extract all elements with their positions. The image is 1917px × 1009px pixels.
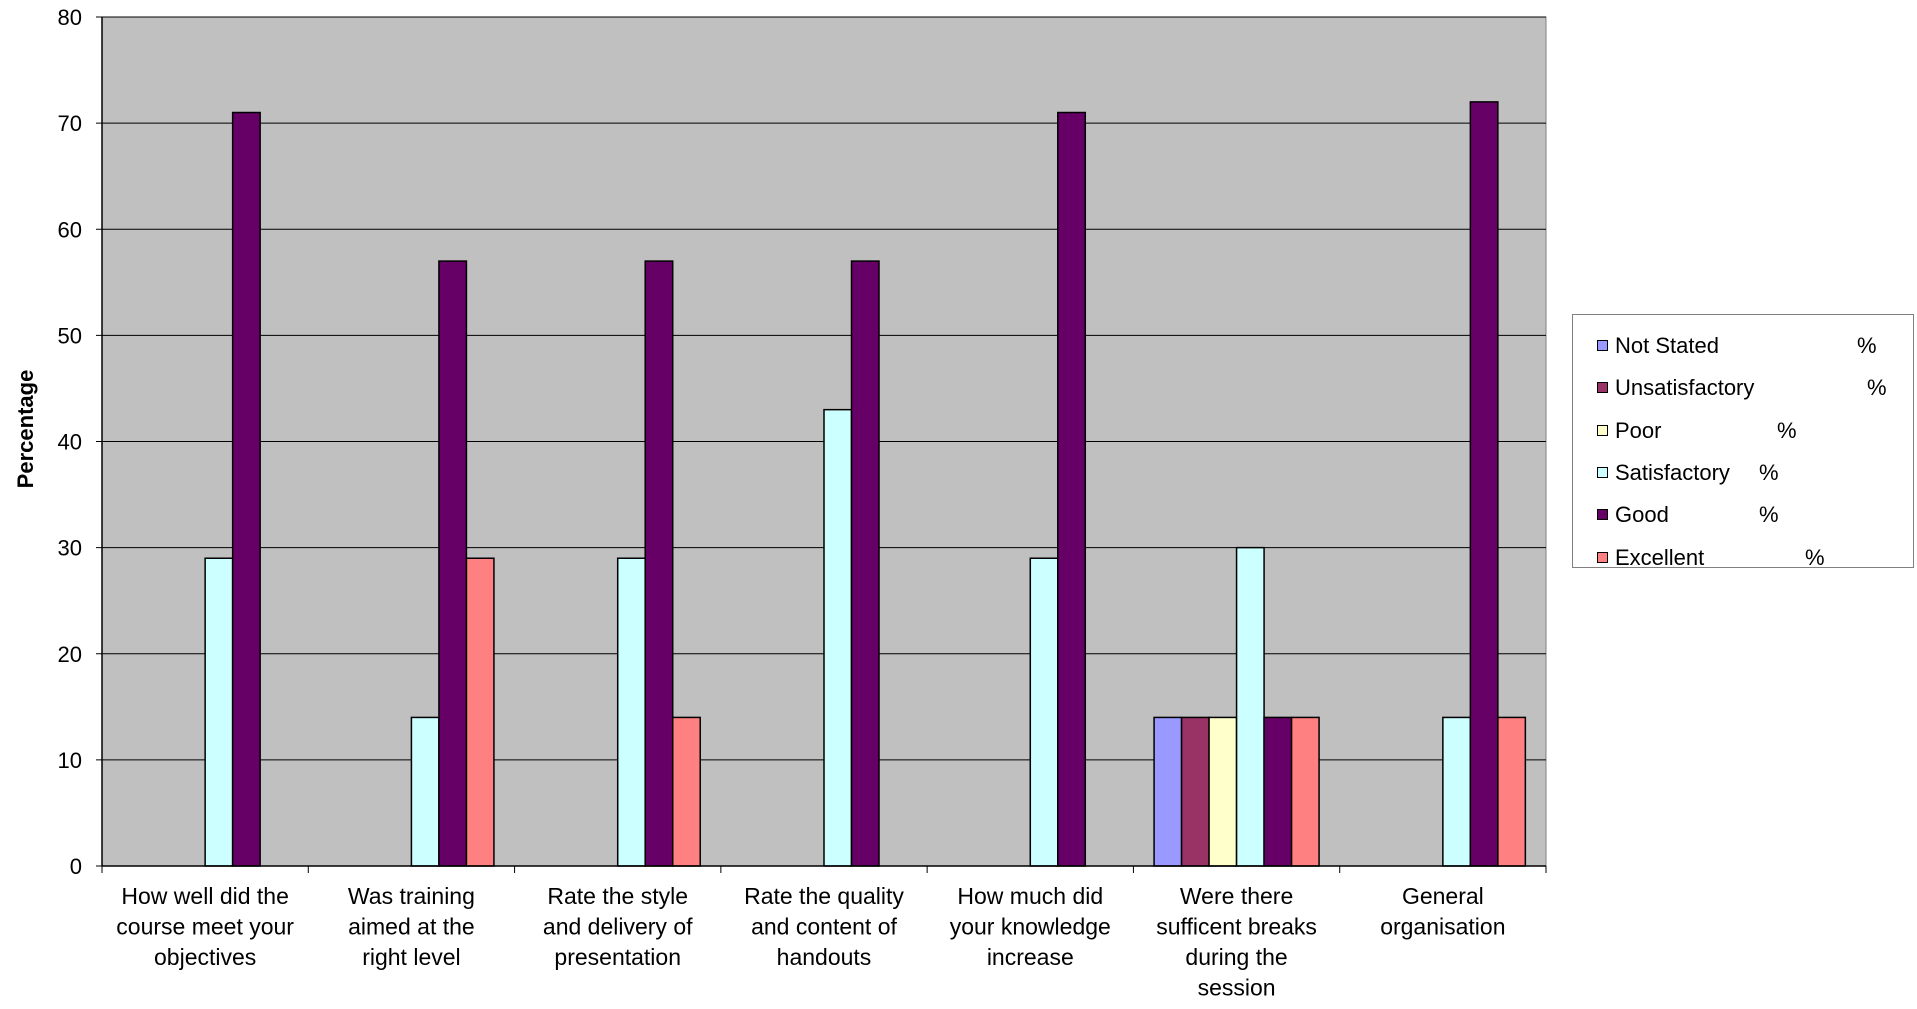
legend-label: Unsatisfactory: [1615, 375, 1755, 401]
y-tick-label: 30: [58, 536, 82, 561]
x-category-label: How well did the course meet your objectiv…: [116, 883, 294, 970]
bar-good: [1057, 111, 1087, 867]
bar-good: [438, 260, 468, 867]
legend-item: Unsatisfactory%: [1573, 369, 1913, 409]
bar-excellent: [465, 557, 495, 867]
x-category-label: Rate the quality and content of handouts: [744, 883, 904, 970]
bar-excellent: [1290, 716, 1320, 867]
y-tick-label: 40: [58, 430, 82, 455]
legend-swatch: [1597, 551, 1608, 563]
legend-swatch: [1597, 466, 1608, 478]
bar-poor: [1208, 716, 1238, 867]
x-category-label: How much did your knowledge increase: [950, 883, 1111, 970]
legend-percent: %: [1777, 417, 1797, 443]
legend-label: Excellent: [1615, 544, 1705, 570]
bar-good: [644, 260, 674, 867]
legend-percent: %: [1857, 333, 1877, 358]
y-tick-label: 80: [58, 5, 82, 30]
bar-good: [231, 111, 261, 867]
legend-item: Satisfactory%: [1573, 454, 1913, 494]
x-category-label: General organisation: [1380, 883, 1505, 940]
y-tick-label: 60: [58, 217, 82, 242]
legend: Not Stated% Unsatisfactory% Poor% Satisfact…: [1572, 314, 1914, 570]
y-axis-label: Percentage: [13, 370, 38, 489]
bar-good: [850, 260, 880, 867]
x-category-label: Were there sufficent breaks during the sess…: [1156, 883, 1317, 1001]
legend-label: Not Stated: [1615, 333, 1719, 358]
legend-swatch: [1597, 509, 1608, 521]
legend-percent: %: [1759, 502, 1779, 528]
x-category-label: Rate the style and delivery of presentatio…: [543, 883, 693, 970]
y-tick-label: 10: [58, 748, 82, 773]
bar-satisfactory: [823, 408, 853, 867]
legend-swatch: [1597, 382, 1608, 394]
legend-label: Good: [1615, 502, 1669, 528]
bar-not-stated: [1153, 716, 1183, 867]
y-tick-label: 20: [58, 642, 82, 667]
bar-unsatisfactory: [1180, 716, 1210, 867]
bar-satisfactory: [1442, 716, 1472, 867]
legend-label: Satisfactory: [1615, 459, 1730, 485]
bar-satisfactory: [1029, 557, 1059, 867]
y-tick-label: 70: [58, 111, 82, 136]
legend-swatch: [1597, 424, 1608, 436]
bar-satisfactory: [410, 716, 440, 867]
legend-percent: %: [1759, 459, 1779, 485]
legend-percent: %: [1805, 544, 1825, 570]
legend-percent: %: [1867, 375, 1887, 401]
legend-item: Poor%: [1573, 412, 1913, 452]
bar-excellent: [671, 716, 701, 867]
x-category-label: Was training aimed at the right level: [348, 883, 475, 970]
bar-good: [1263, 716, 1293, 867]
bar-satisfactory: [1235, 546, 1265, 867]
bar-satisfactory: [204, 557, 234, 867]
legend-item: Good%: [1573, 496, 1913, 536]
bar-satisfactory: [616, 557, 646, 867]
legend-item: Not Stated%: [1573, 327, 1913, 367]
bar-excellent: [1497, 716, 1527, 867]
y-tick-label: 0: [70, 854, 82, 879]
y-tick-label: 50: [58, 323, 82, 348]
bar-good: [1469, 101, 1499, 867]
legend-label: Poor: [1615, 417, 1662, 443]
legend-item: Excellent%: [1573, 539, 1913, 579]
legend-swatch: [1597, 340, 1608, 351]
